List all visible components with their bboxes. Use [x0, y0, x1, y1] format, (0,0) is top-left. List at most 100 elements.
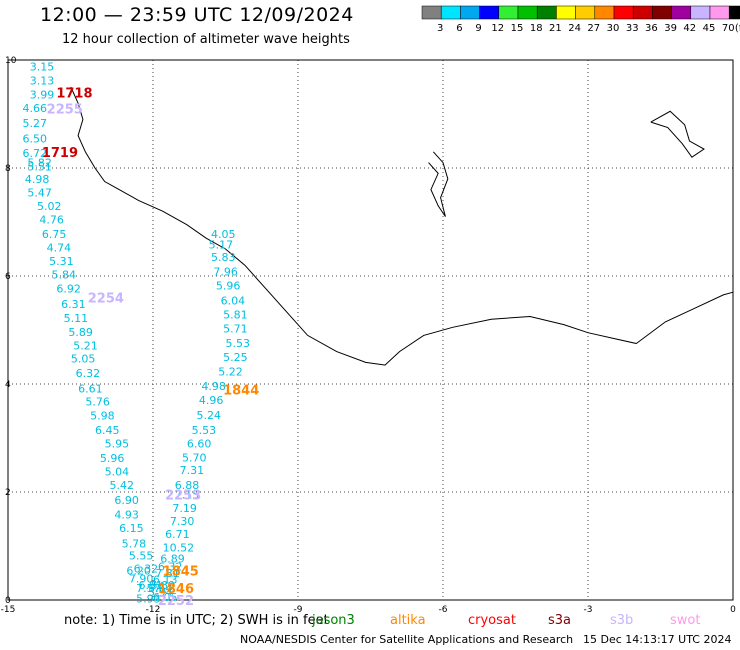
swh-value: 4.96 — [199, 394, 224, 407]
pass-time-label: 1718 — [56, 86, 92, 101]
swh-value: 4.93 — [114, 509, 139, 522]
swh-value: 7.31 — [180, 464, 205, 477]
swh-value: 5.64 — [148, 582, 173, 595]
pass-time-label: 1846 — [158, 582, 194, 597]
swh-value: 4.76 — [39, 213, 64, 226]
swh-value: 5.27 — [23, 117, 48, 130]
swh-value: 5.93 — [136, 592, 161, 605]
swh-value: 3.15 — [30, 60, 55, 73]
pass-time-label: 2252 — [158, 594, 194, 609]
swh-value: 3.13 — [30, 75, 55, 88]
swh-value: 7.90 — [129, 572, 154, 585]
legend-label: 12 — [491, 23, 504, 34]
legend-swatch — [671, 5, 692, 20]
swh-value: 7.15 — [175, 489, 200, 502]
swh-value: 7.19 — [172, 502, 197, 515]
swh-value: 5.31 — [49, 255, 73, 268]
legend-label: 39 — [664, 23, 677, 34]
pass-time-label: 1845 — [163, 564, 199, 579]
swh-value: 5.95 — [105, 437, 129, 450]
swh-value: 5.89 — [68, 326, 93, 339]
swh-value: 5.78 — [122, 537, 147, 550]
legend-swatch — [632, 5, 653, 20]
swh-value: 6.13 — [153, 573, 178, 586]
swh-value: 4.05 — [211, 228, 236, 241]
swh-value: 5.05 — [71, 353, 96, 366]
x-tick-label: -3 — [584, 605, 593, 612]
swh-value: 5.53 — [192, 424, 217, 437]
satellite-legend: jason3 altika cryosat s3a s3b swot — [0, 613, 740, 631]
swh-value: 5.96 — [100, 452, 125, 465]
sat-swot: swot — [670, 613, 701, 628]
swh-value: 5.25 — [223, 351, 248, 364]
legend-label: 18 — [530, 23, 543, 34]
swh-value: 5.42 — [110, 479, 135, 492]
swh-value: 3.99 — [30, 89, 55, 102]
pass-time-label: 2255 — [47, 103, 83, 118]
sat-altika: altika — [390, 613, 426, 628]
legend-label: 9 — [475, 23, 481, 34]
swh-value: 5.02 — [37, 200, 62, 213]
legend-swatch — [728, 5, 740, 20]
footer-credit: NOAA/NESDIS Center for Satellite Applica… — [240, 633, 574, 646]
swh-value: 5.47 — [27, 186, 52, 199]
swh-value: 4.98 — [201, 380, 226, 393]
swh-value: 5.94 — [148, 586, 173, 599]
swh-value: 5.24 — [197, 409, 222, 422]
swh-value: 5.22 — [218, 366, 243, 379]
x-tick-label: 0 — [730, 605, 736, 612]
swh-value: 6.72 — [23, 147, 48, 160]
pass-time-label: 1719 — [42, 146, 78, 161]
swh-value: 6.20 — [126, 564, 150, 577]
wave-height-values: 3.15 3.133.994.66 5.27 6.50 6.725.515.82 4.98… — [23, 60, 251, 605]
swh-value: 5.11 — [64, 312, 88, 325]
legend-label: 36 — [645, 23, 658, 34]
sat-jason3: jason3 — [312, 613, 355, 628]
footer-timestamp: 15 Dec 14:13:17 UTC 2024 — [583, 633, 732, 646]
swh-value: 5.82 — [27, 157, 52, 170]
x-tick-label: -15 — [1, 605, 16, 612]
swh-value: 6.88 — [175, 479, 200, 492]
legend-label: 6 — [456, 23, 462, 34]
chart-grid — [7, 59, 734, 601]
pass-time-label: 2254 — [88, 292, 124, 307]
swh-value: 5.70 — [182, 451, 207, 464]
swh-value: 6.89 — [160, 552, 185, 565]
legend-swatch — [498, 5, 519, 20]
legend-swatch — [556, 5, 576, 20]
swh-value: 6.15 — [119, 522, 143, 535]
legend-swatch — [575, 5, 596, 20]
swh-value: 6.32 — [158, 561, 183, 574]
legend-label: 30 — [607, 23, 620, 34]
legend-label: 3 — [437, 23, 443, 34]
swh-value: 5.53 — [226, 337, 251, 350]
swh-value: 5.83 — [211, 251, 236, 264]
y-tick-label: 4 — [5, 380, 11, 390]
swh-value: 6.75 — [42, 228, 66, 241]
legend-swatch — [690, 5, 711, 20]
swh-value: 5.84 — [52, 268, 77, 281]
swh-value: 5.04 — [105, 465, 129, 478]
swh-value: 5.81 — [223, 308, 248, 321]
y-tick-label: 2 — [5, 488, 11, 498]
legend-swatch — [517, 5, 538, 20]
x-tick-label: -9 — [294, 605, 303, 612]
legend-label: 15 — [511, 23, 524, 34]
swh-value: 6.92 — [56, 282, 80, 295]
legend-swatch — [709, 5, 730, 20]
swh-value: 6.05 — [153, 591, 178, 604]
swh-value: 7.31 — [155, 567, 180, 580]
coastline-main — [70, 86, 734, 366]
swh-value: 4.74 — [47, 241, 72, 254]
y-tick-label: 6 — [5, 272, 11, 282]
y-tick-label: 10 — [5, 56, 17, 66]
swh-value: 5.17 — [209, 239, 234, 252]
chart-subtitle: 12 hour collection of altimeter wave hei… — [62, 32, 350, 47]
swh-value: 5.96 — [216, 280, 241, 293]
lake-outline — [428, 151, 449, 217]
sat-cryosat: cryosat — [468, 613, 516, 628]
swh-value: 6.91 — [139, 579, 164, 592]
y-tick-label: 8 — [5, 164, 11, 174]
